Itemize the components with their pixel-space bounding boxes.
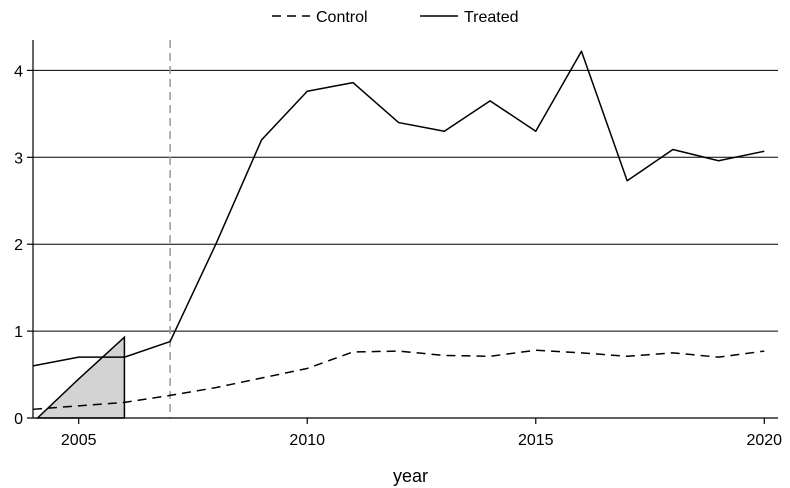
legend: Control Treated — [272, 9, 519, 26]
y-tick-label: 1 — [14, 324, 23, 341]
legend-label-control: Control — [316, 9, 368, 26]
y-tick-label: 4 — [14, 63, 23, 80]
x-tick-label: 2015 — [518, 432, 554, 449]
x-axis-title: year — [393, 466, 428, 486]
y-tick-label: 3 — [14, 150, 23, 167]
y-tick-label: 2 — [14, 237, 23, 254]
tick-labels: 2005 2010 2015 2020 0 1 2 3 4 — [14, 63, 782, 449]
axes — [32, 40, 778, 419]
legend-label-treated: Treated — [464, 9, 519, 26]
series-layer — [32, 50, 765, 411]
x-tick-label: 2010 — [289, 432, 325, 449]
x-tick-label: 2005 — [61, 432, 97, 449]
gridlines — [33, 69, 778, 419]
series-line-treated — [32, 50, 765, 367]
series-line-control — [32, 349, 765, 411]
x-tick-label: 2020 — [746, 432, 782, 449]
y-tick-label: 0 — [14, 411, 23, 428]
